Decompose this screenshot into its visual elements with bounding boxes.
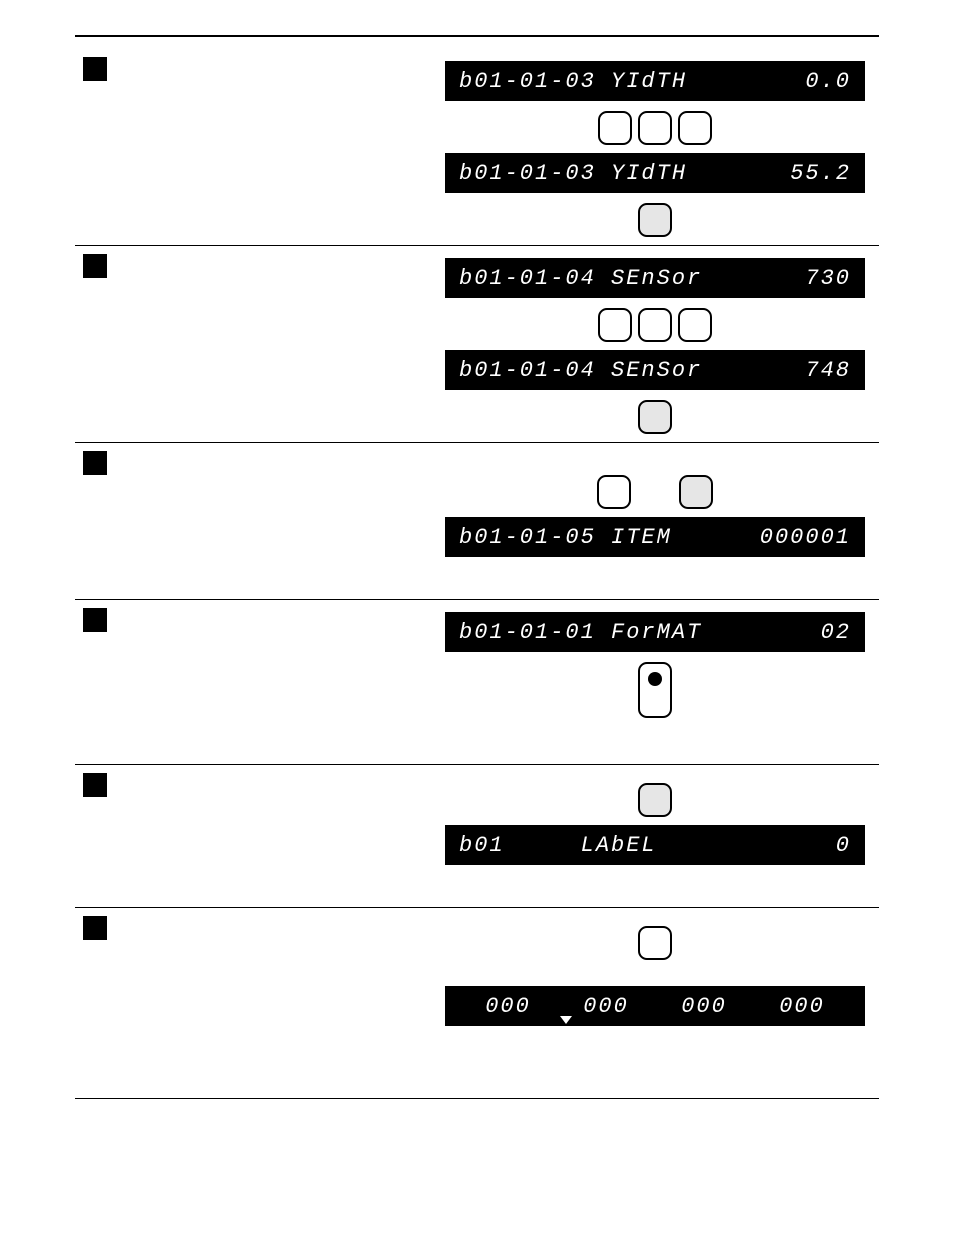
manual-page: b01-01-03 YIdTH 0.0 b01-01-03 YIdTH 55.2… — [0, 0, 954, 1129]
lcd-right: 0.0 — [805, 69, 851, 94]
top-rule — [75, 35, 879, 37]
lcd-right: 55.2 — [790, 161, 851, 186]
key-button[interactable] — [598, 111, 632, 145]
step-1-body: b01-01-03 YIdTH 0.0 b01-01-03 YIdTH 55.2 — [445, 61, 865, 237]
enter-button[interactable] — [638, 400, 672, 434]
button-row — [445, 662, 865, 718]
indicator-dot-icon — [648, 672, 662, 686]
step-3-body: b01-01-05 ITEM 000001 — [445, 451, 865, 591]
step-2: b01-01-04 SEnSor 730 b01-01-04 SEnSor 74… — [75, 245, 879, 434]
step-4-body: b01-01-01 ForMAT 02 — [445, 612, 865, 756]
lcd-field: 000 — [681, 994, 727, 1019]
step-4: b01-01-01 ForMAT 02 — [75, 599, 879, 756]
key-button[interactable] — [597, 475, 631, 509]
step-6-body: 000 000 000 000 — [445, 926, 865, 1060]
enter-button[interactable] — [638, 203, 672, 237]
step-6: 000 000 000 000 — [75, 907, 879, 1060]
key-button[interactable] — [678, 111, 712, 145]
lcd-right: 0 — [836, 833, 851, 858]
lcd-display-quad: 000 000 000 000 — [445, 986, 865, 1026]
step-marker — [83, 916, 107, 940]
lcd-display: b01-01-01 ForMAT 02 — [445, 612, 865, 652]
lcd-left: b01-01-01 ForMAT — [459, 620, 702, 645]
lcd-display: b01-01-05 ITEM 000001 — [445, 517, 865, 557]
button-row — [445, 400, 865, 434]
lcd-left: b01-01-04 SEnSor — [459, 266, 702, 291]
bottom-rule — [75, 1098, 879, 1099]
lcd-left: b01 LAbEL — [459, 833, 657, 858]
lcd-display: b01 LAbEL 0 — [445, 825, 865, 865]
lcd-field: 000 — [583, 994, 629, 1019]
step-5-body: b01 LAbEL 0 — [445, 783, 865, 899]
cursor-down-icon — [560, 1016, 572, 1024]
button-row — [445, 111, 865, 145]
lcd-right: 02 — [821, 620, 851, 645]
step-marker — [83, 57, 107, 81]
button-row — [445, 203, 865, 237]
step-marker — [83, 451, 107, 475]
lcd-right: 748 — [805, 358, 851, 383]
step-5: b01 LAbEL 0 — [75, 764, 879, 899]
step-1: b01-01-03 YIdTH 0.0 b01-01-03 YIdTH 55.2 — [75, 49, 879, 237]
key-button[interactable] — [638, 111, 672, 145]
lcd-left: b01-01-03 YIdTH — [459, 161, 687, 186]
button-row — [445, 926, 865, 960]
enter-button[interactable] — [638, 783, 672, 817]
button-row — [445, 783, 865, 817]
lcd-field: 000 — [485, 994, 531, 1019]
step-2-body: b01-01-04 SEnSor 730 b01-01-04 SEnSor 74… — [445, 258, 865, 434]
step-3: b01-01-05 ITEM 000001 — [75, 442, 879, 591]
key-button[interactable] — [678, 308, 712, 342]
lcd-display: b01-01-03 YIdTH 55.2 — [445, 153, 865, 193]
shift-button[interactable] — [638, 662, 672, 718]
lcd-display: b01-01-03 YIdTH 0.0 — [445, 61, 865, 101]
key-button[interactable] — [638, 926, 672, 960]
lcd-field: 000 — [779, 994, 825, 1019]
key-button[interactable] — [598, 308, 632, 342]
lcd-left: b01-01-05 ITEM — [459, 525, 672, 550]
enter-button[interactable] — [679, 475, 713, 509]
lcd-display: b01-01-04 SEnSor 730 — [445, 258, 865, 298]
button-row — [445, 475, 865, 509]
button-row — [445, 308, 865, 342]
step-marker — [83, 773, 107, 797]
lcd-right: 730 — [805, 266, 851, 291]
step-marker — [83, 608, 107, 632]
lcd-left: b01-01-04 SEnSor — [459, 358, 702, 383]
lcd-right: 000001 — [760, 525, 851, 550]
key-button[interactable] — [638, 308, 672, 342]
lcd-left: b01-01-03 YIdTH — [459, 69, 687, 94]
lcd-display: b01-01-04 SEnSor 748 — [445, 350, 865, 390]
step-marker — [83, 254, 107, 278]
